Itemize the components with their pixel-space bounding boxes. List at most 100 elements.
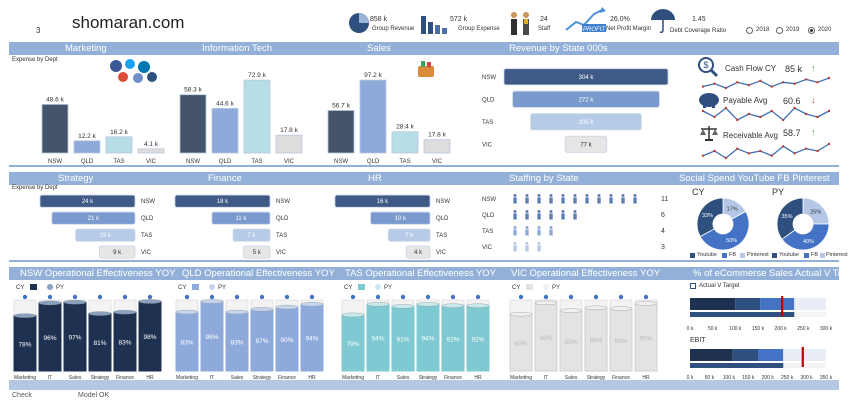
tick-label: Finance [116,375,134,380]
divider [9,165,839,167]
side-kpi-label: Cash Flow CY [725,64,777,73]
tick-label: HR [308,375,316,380]
revenue-by-state-chart: 304 k NSW 272 k QLD 205 k TAS 77 k VIC [482,68,669,153]
tick-label: TAS [276,233,287,239]
target-marker [781,296,784,316]
sparkline-point [770,154,773,157]
bar-cap [138,299,162,304]
bar [75,228,136,242]
bar-cap [416,302,440,307]
person-body [597,197,601,204]
person-icon [525,226,529,236]
data-label: 77 k [580,142,592,148]
sparkline-point [724,86,728,90]
person-icon [537,210,541,220]
section-header-row1: Marketing Information Tech Sales Revenue… [9,42,839,55]
legend-label: FB [811,252,819,258]
bar [174,194,271,208]
py-marker [309,294,315,300]
py-marker [568,294,574,300]
bar [530,113,642,131]
data-label: 91% [396,337,409,344]
person-head [609,194,613,197]
bar-cap [609,306,633,311]
year-radio-2019[interactable] [776,27,783,34]
person-head [537,242,541,245]
tick-label: 150 k [742,375,755,381]
person-body [549,213,553,220]
sparkline-point [713,149,716,153]
legend-swatch [209,284,215,290]
legend-label: PY [218,285,226,291]
bar [275,134,303,154]
person-head [537,194,541,197]
data-label: 16.2 k [110,129,128,136]
bar-cap [584,305,608,311]
data-label: 10 k [395,216,407,222]
cash-flow-sparkline [701,76,831,90]
data-label: 11 k [236,216,248,222]
kpi-value: 572 k [450,16,468,23]
person-body [525,213,529,220]
donut-title-py: PY [772,187,785,197]
section-title-nsw-oe: NSW Operational Effectiveness YOY [20,268,176,279]
bar [98,245,136,259]
data-label: 96% [43,335,56,342]
bar-cap [88,311,112,316]
footer-model-ok: Model OK [78,392,110,399]
tick-label: TAS [482,120,493,126]
section-title-hr: HR [368,173,382,184]
bar-cap [175,309,199,315]
section-title-staffing: Staffing by State [509,173,579,184]
legend-swatch [543,284,549,290]
social-donut-py: 25% 40% 35% [776,197,830,251]
legend-swatch [740,253,745,258]
person-head [561,210,565,213]
legend-swatch [47,284,53,290]
bar-cap [113,309,137,315]
data-label: 205 k [579,120,595,126]
year-radio-2020[interactable] [808,27,815,34]
tick-label: IT [376,375,380,380]
data-label: 7 k [248,233,257,239]
year-label: 2019 [786,27,800,33]
year-radio-2018[interactable] [746,27,753,34]
receivable-sparkline [701,142,831,160]
tick-label: NSW [141,199,155,205]
person-body [561,197,565,204]
person-head [525,226,529,229]
bar [39,194,136,208]
tick-label: Marketing [176,375,198,380]
tick-label: HR [474,375,482,380]
person-body [633,197,637,204]
bar-cap [300,302,324,307]
tick-label: VIC [436,250,447,256]
bar [51,211,136,225]
py-marker [234,294,240,300]
person-head [537,226,541,229]
person-body [561,213,565,220]
section-header-row2: Strategy Finance HR Staffing by State So… [9,172,839,185]
strategy-bar-chart: 24 k NSW 21 k QLD 15 k TAS 9 k VIC [39,194,155,259]
data-label: 56.7 k [332,102,350,109]
person-body [513,245,517,252]
sparkline-point [759,149,762,153]
bar [423,139,451,154]
tick-label: 0 k [687,326,694,332]
py-marker [284,294,290,300]
bar [503,68,669,86]
person-head [633,194,637,197]
data-label: 33% [702,213,713,219]
data-label: 35% [781,214,792,220]
kpi-net-profit-margin: PROFIT 26.0% Net Profit Margin [564,6,660,36]
tick-label: 150 k [752,326,765,332]
sparkline-point [816,81,819,84]
bar-chart-icon [421,16,447,34]
kpi-label: Staff [538,26,551,32]
qld-oe-chart: CY PY 83% Marketing 98% IT 83% Sales 87% Strategy… [175,284,324,380]
bar [327,110,355,154]
person-body [525,245,529,252]
tick-label: Sales [565,375,578,380]
person-body [609,197,613,204]
sparkline-point [747,112,751,116]
